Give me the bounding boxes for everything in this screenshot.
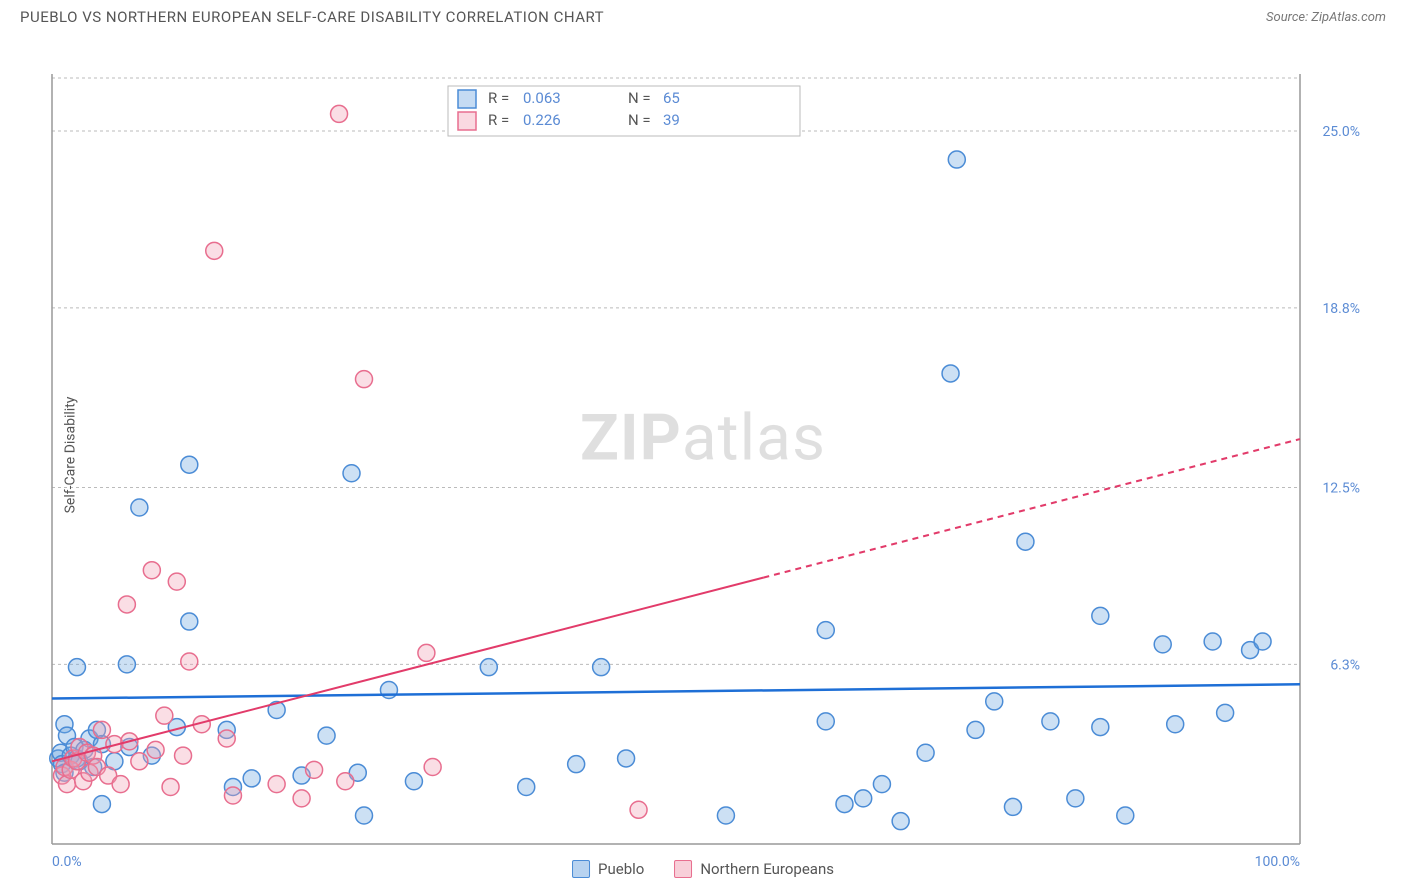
scatter-point (343, 465, 360, 482)
scatter-point (817, 622, 834, 639)
footer-legend: Pueblo Northern Europeans (572, 860, 834, 878)
scatter-point (143, 562, 160, 579)
scatter-point (518, 778, 535, 795)
trend-line (52, 684, 1300, 698)
svg-text:N =: N = (628, 111, 651, 129)
scatter-point (68, 659, 85, 676)
scatter-point (1117, 807, 1134, 824)
legend-item-pueblo: Pueblo (572, 860, 644, 878)
trend-line-dashed (763, 439, 1300, 578)
scatter-point (131, 499, 148, 516)
svg-text:65: 65 (663, 89, 680, 107)
scatter-point (268, 776, 285, 793)
svg-text:39: 39 (663, 111, 680, 129)
scatter-point (1042, 713, 1059, 730)
legend-item-northern-europeans: Northern Europeans (674, 860, 834, 878)
scatter-point (131, 753, 148, 770)
scatter-point (356, 371, 373, 388)
scatter-point (356, 807, 373, 824)
scatter-point (175, 747, 192, 764)
scatter-point (855, 790, 872, 807)
scatter-point (118, 596, 135, 613)
scatter-point (337, 773, 354, 790)
scatter-point (224, 787, 241, 804)
chart-container: Self-Care Disability ZIPatlas 6.3%12.5%1… (0, 30, 1406, 880)
scatter-point (917, 744, 934, 761)
scatter-point (306, 761, 323, 778)
scatter-point (817, 713, 834, 730)
scatter-point (1154, 636, 1171, 653)
scatter-point (243, 770, 260, 787)
scatter-point (331, 105, 348, 122)
svg-text:R =: R = (488, 89, 509, 107)
scatter-point (162, 778, 179, 795)
scatter-point (1254, 633, 1271, 650)
scatter-point (986, 693, 1003, 710)
scatter-point (618, 750, 635, 767)
scatter-point (948, 151, 965, 168)
scatter-point (1092, 607, 1109, 624)
svg-text:0.063: 0.063 (523, 89, 561, 107)
scatter-point (942, 365, 959, 382)
scatter-point (112, 776, 129, 793)
y-axis-label: Self-Care Disability (62, 397, 78, 514)
svg-text:12.5%: 12.5% (1322, 481, 1360, 497)
chart-title: PUEBLO VS NORTHERN EUROPEAN SELF-CARE DI… (20, 8, 604, 26)
scatter-point (118, 656, 135, 673)
scatter-point (405, 773, 422, 790)
scatter-point (418, 644, 435, 661)
scatter-point (717, 807, 734, 824)
svg-text:25.0%: 25.0% (1322, 124, 1360, 140)
legend-swatch-pueblo (572, 860, 590, 878)
scatter-point (1092, 719, 1109, 736)
svg-text:0.226: 0.226 (523, 111, 561, 129)
scatter-point (1217, 704, 1234, 721)
scatter-point (318, 727, 335, 744)
scatter-point (892, 813, 909, 830)
scatter-point (156, 707, 173, 724)
scatter-point (873, 776, 890, 793)
svg-text:100.0%: 100.0% (1255, 854, 1300, 870)
scatter-point (293, 790, 310, 807)
scatter-point (181, 456, 198, 473)
scatter-point (93, 721, 110, 738)
svg-text:0.0%: 0.0% (52, 854, 82, 870)
svg-text:6.3%: 6.3% (1330, 657, 1360, 673)
source-attribution: Source: ZipAtlas.com (1266, 10, 1386, 25)
svg-text:N =: N = (628, 89, 651, 107)
scatter-point (967, 721, 984, 738)
scatter-point (480, 659, 497, 676)
scatter-point (1004, 798, 1021, 815)
scatter-point (593, 659, 610, 676)
scatter-point (206, 242, 223, 259)
scatter-point (424, 759, 441, 776)
scatter-point (1067, 790, 1084, 807)
scatter-point (1167, 716, 1184, 733)
svg-text:R =: R = (488, 111, 509, 129)
scatter-point (1017, 533, 1034, 550)
scatter-point (568, 756, 585, 773)
scatter-point (1204, 633, 1221, 650)
scatter-point (836, 796, 853, 813)
scatter-point (147, 741, 164, 758)
scatter-point (218, 730, 235, 747)
scatter-point (181, 653, 198, 670)
legend-swatch-northern-europeans (674, 860, 692, 878)
svg-text:18.8%: 18.8% (1322, 301, 1360, 317)
trend-line (52, 578, 763, 762)
scatter-point (181, 613, 198, 630)
scatter-point (168, 573, 185, 590)
scatter-point (630, 801, 647, 818)
scatter-chart: 6.3% 12.5% 18.8% 25.0% 0.0% 100.0% R = 0.063 N =… (0, 30, 1406, 880)
scatter-point (93, 796, 110, 813)
